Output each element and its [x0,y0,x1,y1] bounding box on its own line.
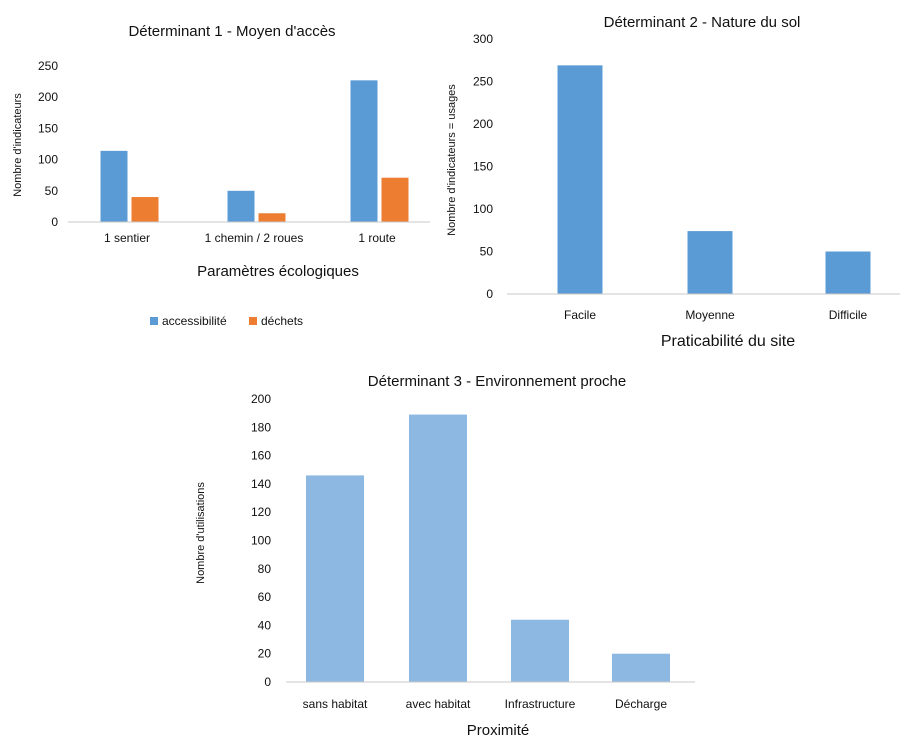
chart-2-bar-moyenne [687,231,733,294]
chart-3-y-tick-label: 40 [258,618,272,632]
legend-swatch-accessibilite [150,317,158,325]
chart-2-y-tick-label: 150 [473,160,493,174]
chart-2-y-tick-label: 50 [480,245,494,259]
chart-3-y-tick-label: 140 [251,477,271,491]
chart-2-bar-facile [557,65,603,294]
chart-1: Déterminant 1 - Moyen d'accès Nombre d'i… [12,23,430,328]
chart-2-y-tick-label: 0 [486,287,493,301]
chart-3-x-tick-label-decharge: Décharge [615,697,667,711]
chart-3-x-tick-label-infrastructure: Infrastructure [505,697,576,711]
legend-label-accessibilite: accessibilité [162,314,227,328]
chart-1-y-tick-label: 50 [45,184,59,198]
chart-1-y-tick-label: 100 [38,153,58,167]
chart-3-x-tick-label-sans-habitat: sans habitat [303,697,368,711]
chart-2-y-tick-label: 250 [473,75,493,89]
chart-3-y-tick-label: 80 [258,562,272,576]
chart-3-y-tick-label: 0 [264,675,271,689]
chart-3-bar-decharge [612,653,670,682]
chart-2-xlabel: Praticabilité du site [661,333,795,350]
chart-2-bars [557,65,871,294]
chart-1-bar-1-route-accessibilite [350,80,378,223]
chart-1-xlabel: Paramètres écologiques [197,263,359,280]
chart-2-x-tick-label-facile: Facile [564,308,596,322]
chart-1-x-tick-label-1-route: 1 route [358,231,396,245]
chart-1-bar-1-chemin-2-roues-dechets [258,213,286,222]
chart-3-y-tick-label: 160 [251,449,271,463]
chart-3-title: Déterminant 3 - Environnement proche [368,373,626,390]
chart-3: Déterminant 3 - Environnement proche Nom… [195,373,695,739]
chart-1-x-ticks: 1 sentier 1 chemin / 2 roues 1 route [104,231,396,245]
chart-3-ylabel: Nombre d'utilisations [195,482,207,584]
chart-3-y-tick-label: 180 [251,420,271,434]
chart-3-bar-sans-habitat [306,475,364,682]
chart-3-bars [306,414,670,682]
chart-3-bar-avec-habitat [409,414,467,682]
chart-1-title: Déterminant 1 - Moyen d'accès [128,23,335,40]
legend-label-dechets: déchets [261,314,303,328]
chart-2: Déterminant 2 - Nature du sol Nombre d'i… [446,14,900,350]
chart-1-bar-1-route-dechets [381,177,409,222]
chart-3-y-tick-label: 200 [251,392,271,406]
chart-2-x-tick-label-difficile: Difficile [829,308,868,322]
chart-1-y-tick-label: 0 [51,215,58,229]
chart-3-x-tick-label-avec-habitat: avec habitat [406,697,471,711]
chart-3-bar-infrastructure [511,619,569,682]
chart-3-y-ticks: 0 20 40 60 80 100 120 140 160 180 200 [251,392,271,689]
chart-2-y-tick-label: 100 [473,202,493,216]
chart-1-bar-1-sentier-accessibilite [100,150,128,222]
chart-1-bars [100,80,409,223]
chart-3-y-tick-label: 20 [258,647,272,661]
chart-2-x-tick-label-moyenne: Moyenne [685,308,735,322]
legend-swatch-dechets [249,317,257,325]
chart-1-bar-1-chemin-2-roues-accessibilite [227,190,255,222]
chart-1-legend: accessibilité déchets [150,314,303,328]
chart-2-y-tick-label: 200 [473,117,493,131]
chart-3-xlabel: Proximité [467,722,530,739]
chart-2-title: Déterminant 2 - Nature du sol [604,14,801,31]
chart-1-bar-1-sentier-dechets [131,197,159,222]
chart-3-y-tick-label: 60 [258,590,272,604]
chart-2-x-ticks: Facile Moyenne Difficile [564,308,868,322]
chart-2-y-tick-label: 300 [473,32,493,46]
chart-1-ylabel: Nombre d'indicateurs [12,93,24,197]
chart-3-x-ticks: sans habitat avec habitat Infrastructure Dé… [303,697,668,711]
chart-1-x-tick-label-1-chemin-2-roues: 1 chemin / 2 roues [205,231,304,245]
chart-1-y-ticks: 0 50 100 150 200 250 [38,59,58,229]
chart-2-y-ticks: 0 50 100 150 200 250 300 [473,32,493,301]
chart-3-y-tick-label: 100 [251,534,271,548]
chart-1-y-tick-label: 200 [38,90,58,104]
chart-1-x-tick-label-1-sentier: 1 sentier [104,231,150,245]
chart-1-y-tick-label: 250 [38,59,58,73]
chart-2-bar-difficile [825,251,871,294]
chart-1-y-tick-label: 150 [38,121,58,135]
chart-2-ylabel: Nombre d'indicateurs = usages [446,84,458,236]
chart-3-y-tick-label: 120 [251,505,271,519]
